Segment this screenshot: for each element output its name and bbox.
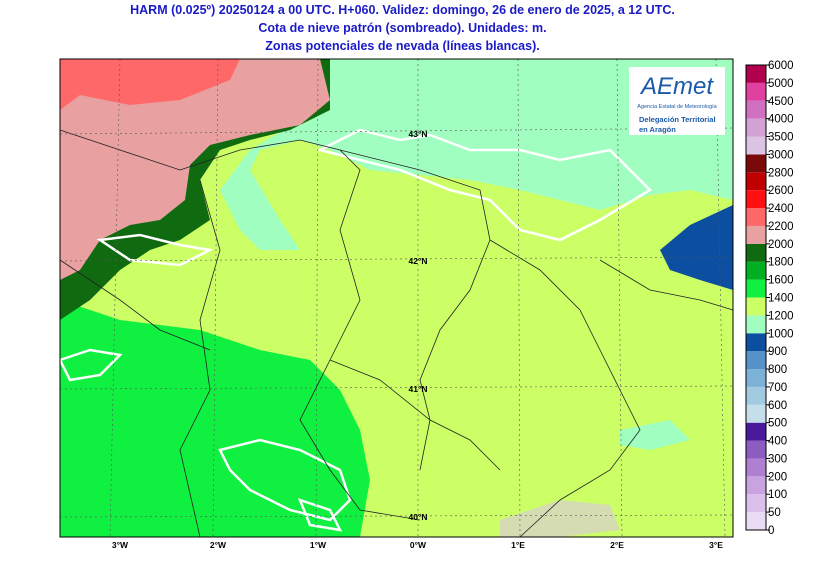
longitude-label: 3°W xyxy=(112,540,129,550)
colorbar-label: 700 xyxy=(768,382,787,394)
colorbar-label: 0 xyxy=(768,525,774,537)
colorbar-label: 1200 xyxy=(768,310,794,322)
map-frame xyxy=(59,58,734,538)
colorbar-cell xyxy=(746,297,766,316)
colorbar-label: 2200 xyxy=(768,221,794,233)
colorbar-label: 2400 xyxy=(768,203,794,215)
latitude-label: 42°N xyxy=(409,256,428,266)
colorbar-cell xyxy=(746,279,766,298)
colorbar-label: 6000 xyxy=(768,60,794,72)
colorbar-label: 5000 xyxy=(768,78,794,90)
colorbar-cell xyxy=(746,190,766,209)
colorbar-cell xyxy=(746,225,766,244)
colorbar-cell xyxy=(746,243,766,262)
logo-office: en Aragón xyxy=(639,125,676,134)
colorbar-cell xyxy=(746,351,766,370)
colorbar-label: 300 xyxy=(768,453,787,465)
colorbar-label: 500 xyxy=(768,418,787,430)
snow-contours xyxy=(58,128,653,532)
colorbar-label: 2800 xyxy=(768,167,794,179)
colorbar-cell xyxy=(746,65,766,83)
longitude-label: 1°E xyxy=(511,540,525,550)
colorbar-cell xyxy=(746,100,766,119)
colorbar-label: 1400 xyxy=(768,293,794,305)
colorbar-cell xyxy=(746,315,766,334)
latitude-label: 40°N xyxy=(409,512,428,522)
colorbar-label: 400 xyxy=(768,436,787,448)
colorbar-cell xyxy=(746,172,766,191)
longitude-label: 3°E xyxy=(709,540,723,550)
colorbar-label: 2000 xyxy=(768,239,794,251)
colorbar-label: 100 xyxy=(768,489,787,501)
subtitle: Zonas potenciales de nevada (líneas blan… xyxy=(265,39,540,53)
colorbar-cell xyxy=(746,476,766,495)
colorbar-label: 1800 xyxy=(768,257,794,269)
longitude-label: 2°W xyxy=(210,540,227,550)
colorbar-cell xyxy=(746,82,766,101)
logo-box xyxy=(629,67,725,135)
longitude-label: 1°W xyxy=(310,540,327,550)
colorbar-cell xyxy=(746,118,766,137)
colorbar-label: 4500 xyxy=(768,96,794,108)
colorbar-cell xyxy=(746,494,766,513)
subtitle: Cota de nieve patrón (sombreado). Unidad… xyxy=(258,21,547,35)
colorbar-label: 1600 xyxy=(768,275,794,287)
colorbar-label: 900 xyxy=(768,346,787,358)
logo-agency: Agencia Estatal de Meteorología xyxy=(637,104,717,110)
colorbar-label: 600 xyxy=(768,400,787,412)
colorbar-label: 4000 xyxy=(768,114,794,126)
colorbar-cell xyxy=(746,404,766,423)
title: HARM (0.025º) 20250124 a 00 UTC. H+060. … xyxy=(130,3,675,17)
colorbar-cell xyxy=(746,208,766,226)
colorbar-cell xyxy=(746,386,766,405)
borders xyxy=(59,129,734,538)
colorbar-cell xyxy=(746,440,766,459)
colorbar-cell xyxy=(746,154,766,173)
colorbar-cell xyxy=(746,333,766,352)
graticule xyxy=(59,58,734,538)
colorbar-label: 3500 xyxy=(768,132,794,144)
latitude-label: 43°N xyxy=(409,129,428,139)
colorbar-label: 1000 xyxy=(768,328,794,340)
colorbar-label: 3000 xyxy=(768,149,794,161)
colorbar-cell xyxy=(746,512,766,530)
longitude-label: 2°E xyxy=(610,540,624,550)
colorbar-cell xyxy=(746,422,766,441)
colorbar-cell xyxy=(746,261,766,280)
colorbar-label: 50 xyxy=(768,507,781,519)
longitude-label: 0°W xyxy=(410,540,427,550)
latitude-label: 41°N xyxy=(409,384,428,394)
colorbar-label: 2600 xyxy=(768,185,794,197)
colorbar-cell xyxy=(746,369,766,387)
colorbar-label: 800 xyxy=(768,364,787,376)
colorbar-cell xyxy=(746,458,766,477)
logo-name: AEmet xyxy=(639,73,714,100)
colorbar-cell xyxy=(746,136,766,155)
colorbar-label: 200 xyxy=(768,471,787,483)
logo-office: Delegación Territorial xyxy=(639,115,716,124)
logo: AEmet Agencia Estatal de Meteorología De… xyxy=(629,67,725,135)
